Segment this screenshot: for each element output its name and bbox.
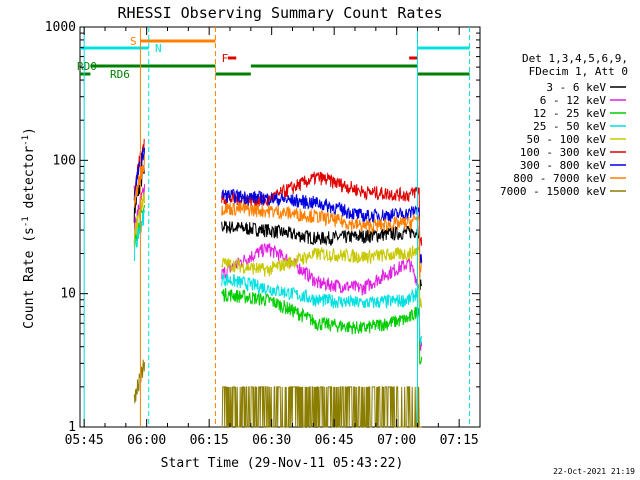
annotations-layer: S N RD0 RD6 F	[77, 35, 470, 81]
y-axis-label-main: Count Rate (s	[22, 227, 37, 329]
series-main-trace	[221, 242, 423, 351]
series-early-trace	[133, 147, 145, 201]
legend-entry-label: 25 - 50 keV	[533, 120, 606, 133]
generated-timestamp: 22-Oct-2021 21:19	[553, 467, 635, 476]
plot-frame	[79, 26, 481, 428]
annotation-F: F	[222, 52, 229, 65]
series-4	[133, 192, 423, 308]
y-axis-label-end: )	[22, 127, 37, 135]
x-tick-label: 06:15	[190, 433, 229, 448]
x-tick-label: 07:15	[440, 433, 479, 448]
plot-area	[79, 26, 481, 428]
x-tick-label: 07:00	[377, 433, 416, 448]
y-axis-label: Count Rate (s-1 detector-1)	[21, 127, 37, 329]
x-tick-label: 05:45	[65, 433, 104, 448]
legend-entry-label: 50 - 100 keV	[527, 133, 607, 146]
series-main-trace	[221, 287, 423, 366]
legend-entry-label: 12 - 25 keV	[533, 107, 606, 120]
legend-header-line: FDecim 1, Att 0	[529, 65, 628, 78]
y-tick-label: 1	[68, 420, 76, 435]
y-tick-label: 10	[60, 287, 76, 302]
legend-entry-label: 100 - 300 keV	[520, 146, 606, 159]
x-tick-label: 06:45	[315, 433, 354, 448]
annotation-S: S	[130, 35, 137, 48]
x-tick-label: 06:30	[252, 433, 291, 448]
legend: Det 1,3,4,5,6,9,FDecim 1, Att 0 3 - 6 keV…	[500, 52, 628, 198]
series-early-trace	[134, 184, 145, 236]
x-axis-label: Start Time (29-Nov-11 05:43:22)	[161, 456, 404, 471]
series-main-trace	[221, 386, 422, 428]
x-ticks: 05:45 06:00 06:15 06:30 06:45 07:00 07:15	[65, 27, 481, 448]
legend-entry-label: 6 - 12 keV	[540, 94, 607, 107]
y-axis-label-mid: detector	[22, 146, 37, 217]
y-tick-label: 1000	[45, 20, 76, 35]
y-ticks: 1 10 100 1000	[45, 20, 480, 435]
y-axis-label-sup2: -1	[21, 135, 31, 146]
series-layer	[133, 138, 423, 428]
series-main-trace	[221, 202, 423, 278]
series-1	[134, 184, 423, 351]
series-early-trace	[133, 209, 145, 262]
y-axis-label-sup1: -1	[21, 216, 31, 227]
x-tick-label: 06:00	[127, 433, 166, 448]
series-main-trace	[221, 189, 423, 264]
annotation-RD6: RD6	[110, 68, 130, 81]
series-early-trace	[133, 192, 145, 248]
series-early-trace	[133, 154, 145, 208]
legend-entry-label: 7000 - 15000 keV	[500, 185, 606, 198]
series-3	[133, 209, 423, 345]
series-6	[133, 147, 423, 264]
series-main-trace	[221, 273, 423, 345]
series-7	[133, 154, 423, 278]
legend-entry-label: 3 - 6 keV	[546, 81, 606, 94]
annotation-RD0: RD0	[77, 60, 97, 73]
chart-title: RHESSI Observing Summary Count Rates	[117, 4, 442, 22]
legend-entry-label: 800 - 7000 keV	[513, 172, 606, 185]
series-early-trace	[133, 359, 145, 404]
markers-layer	[83, 27, 471, 427]
y-tick-label: 100	[53, 153, 76, 168]
series-main-trace	[221, 220, 423, 291]
series-8	[133, 359, 422, 428]
legend-header-line: Det 1,3,4,5,6,9,	[522, 52, 628, 65]
annotation-N: N	[155, 42, 162, 55]
series-main-trace	[221, 244, 423, 308]
legend-entry-label: 300 - 800 keV	[520, 159, 606, 172]
